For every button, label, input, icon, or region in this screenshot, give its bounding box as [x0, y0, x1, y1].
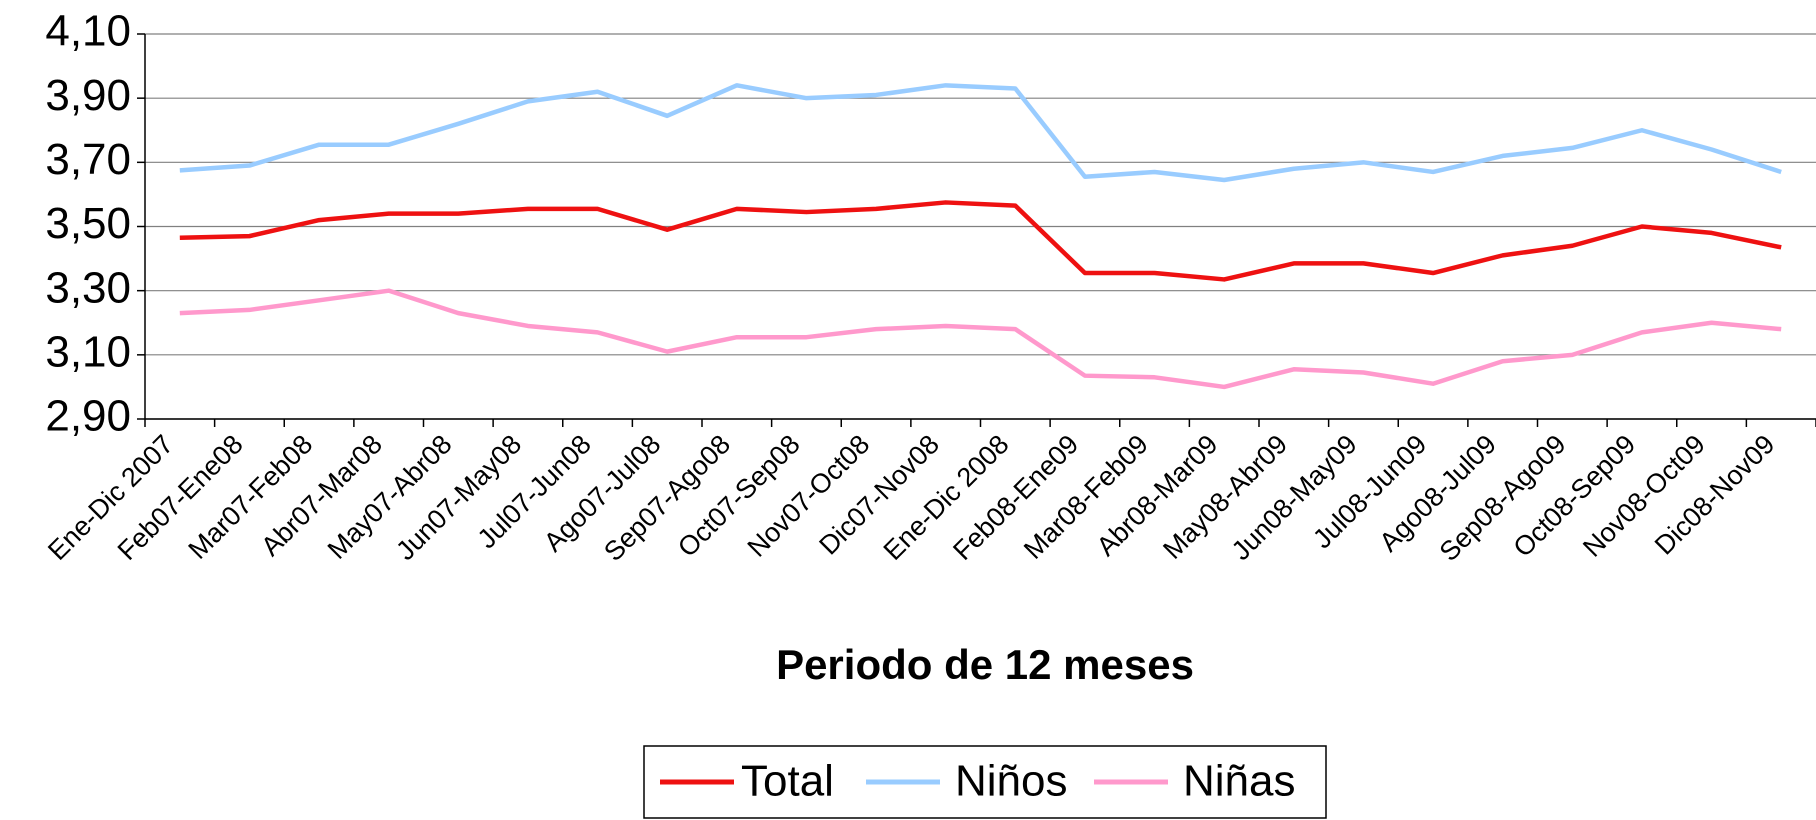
- x-tick-label: Oct07-Sep08: [672, 429, 806, 563]
- x-tick-label: Nov08-Oct09: [1577, 429, 1711, 563]
- legend-label: Niñas: [1183, 757, 1296, 806]
- y-tick-label: 3,10: [45, 327, 131, 376]
- y-tick-label: 4,10: [45, 7, 131, 56]
- line-series: [179, 288, 1782, 390]
- y-tick-label: 3,90: [45, 71, 131, 120]
- legend-box: [643, 745, 1327, 819]
- line-series: [179, 200, 1782, 282]
- y-tick-label: 2,90: [45, 392, 131, 441]
- y-tick-label: 3,70: [45, 135, 131, 184]
- x-tick-label: Oct08-Sep09: [1507, 429, 1641, 563]
- y-tick-label: 3,50: [45, 199, 131, 248]
- x-axis-title: Periodo de 12 meses: [776, 641, 1194, 688]
- x-tick-label: Abr07-Mar08: [255, 429, 388, 562]
- x-tick-label: Nov07-Oct08: [742, 429, 876, 563]
- y-tick-label: 3,30: [45, 263, 131, 312]
- line-series: [179, 83, 1782, 183]
- legend-label: Total: [741, 757, 834, 806]
- x-tick-label: Abr08-Mar09: [1091, 429, 1224, 562]
- legend-label: Niños: [955, 757, 1068, 806]
